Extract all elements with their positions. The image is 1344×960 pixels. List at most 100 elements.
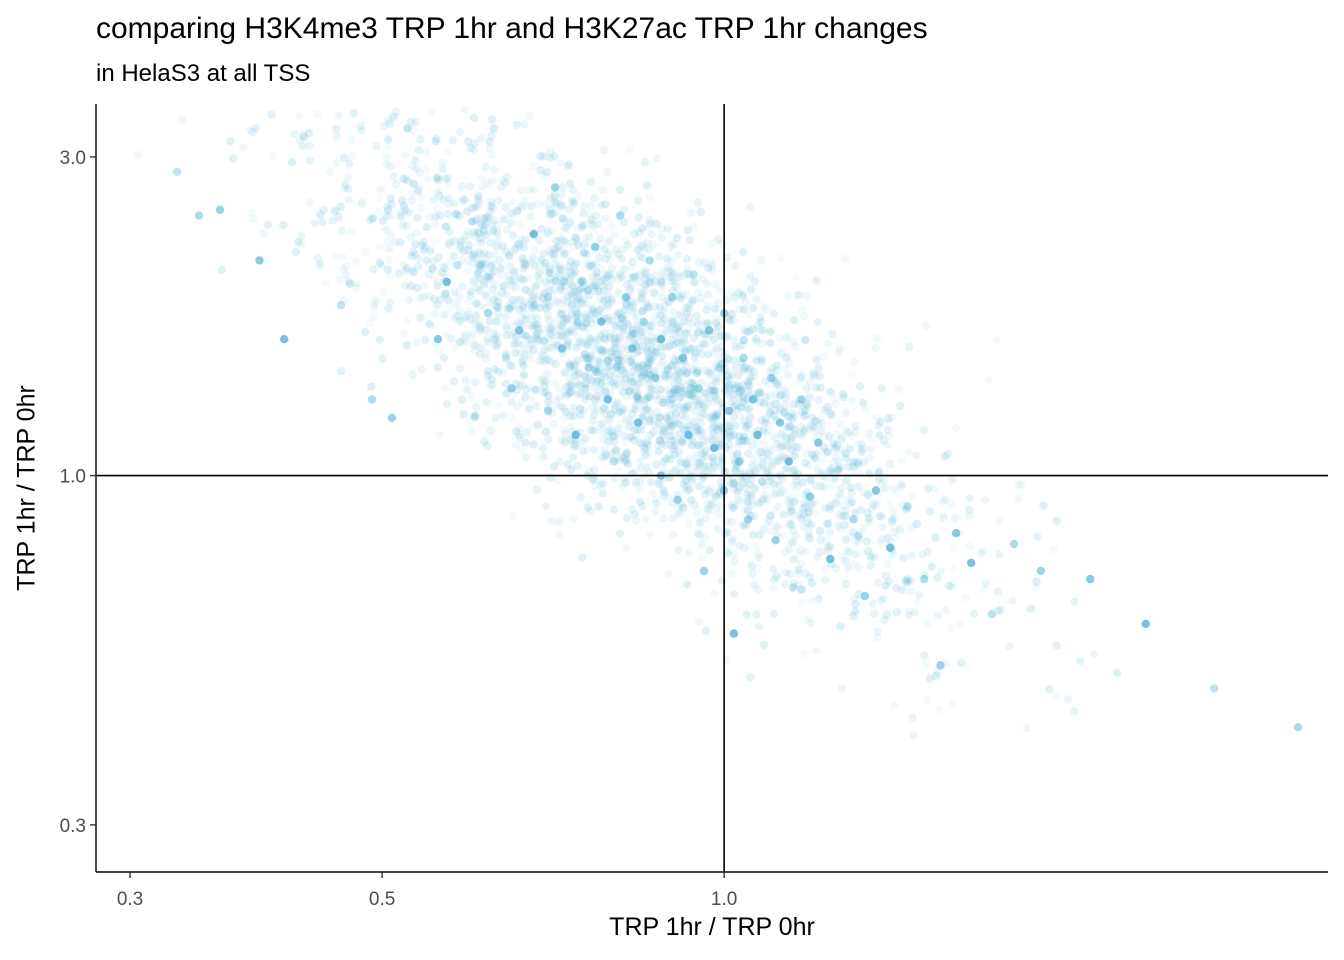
cloud-point	[682, 402, 691, 412]
cloud-point	[844, 547, 853, 556]
cloud-point	[685, 439, 695, 448]
cloud-point	[780, 408, 789, 417]
cloud-point	[593, 356, 603, 365]
cloud-point	[430, 295, 439, 304]
cloud-point	[401, 151, 410, 160]
cloud-point	[741, 297, 751, 306]
cloud-point	[479, 227, 488, 236]
cloud-point	[776, 254, 785, 263]
cloud-point	[438, 158, 447, 167]
cloud-point	[607, 295, 617, 304]
cloud-point	[570, 364, 579, 373]
scatter-point	[442, 277, 451, 287]
cloud-point	[1063, 695, 1073, 704]
cloud-point	[684, 390, 693, 399]
cloud-point	[768, 373, 777, 383]
scatter-point	[543, 292, 553, 302]
cloud-point	[591, 211, 601, 220]
cloud-point	[365, 215, 375, 224]
cloud-point	[571, 232, 580, 242]
cloud-point	[522, 297, 531, 306]
cloud-point	[413, 187, 422, 196]
cloud-point	[578, 223, 587, 232]
cloud-point	[759, 426, 768, 435]
cloud-point	[548, 209, 557, 218]
cloud-point	[592, 273, 602, 282]
cloud-point	[524, 345, 533, 354]
cloud-point	[623, 319, 632, 328]
cloud-point	[949, 565, 958, 574]
cloud-point	[403, 124, 413, 133]
cloud-point	[787, 538, 796, 547]
cloud-point	[642, 284, 651, 294]
cloud-point	[810, 454, 820, 463]
cloud-point	[600, 270, 609, 279]
cloud-point	[660, 424, 669, 433]
cloud-point	[536, 152, 545, 161]
cloud-point	[576, 412, 585, 421]
cloud-point	[665, 432, 675, 441]
cloud-point	[656, 311, 665, 320]
cloud-point	[727, 517, 736, 526]
cloud-point	[658, 358, 667, 367]
cloud-point	[579, 354, 589, 363]
cloud-point	[1022, 723, 1031, 733]
cloud-point	[915, 590, 924, 600]
cloud-point	[801, 424, 810, 433]
cloud-point	[533, 320, 542, 329]
cloud-point	[558, 183, 568, 192]
cloud-point	[348, 151, 357, 160]
cloud-point	[763, 496, 772, 505]
cloud-point	[726, 479, 735, 488]
cloud-point	[739, 248, 748, 257]
cloud-point	[776, 443, 785, 452]
cloud-point	[711, 491, 721, 501]
cloud-point	[533, 199, 543, 208]
cloud-point	[533, 271, 542, 281]
cloud-point	[734, 371, 743, 380]
cloud-point	[712, 410, 722, 419]
cloud-point	[862, 537, 872, 546]
cloud-point	[568, 195, 577, 204]
scatter-point	[1210, 684, 1219, 693]
cloud-point	[650, 289, 659, 298]
cloud-point	[629, 300, 638, 309]
cloud-point	[666, 340, 675, 350]
cloud-point	[747, 500, 757, 509]
cloud-point	[543, 370, 552, 379]
cloud-point	[704, 413, 713, 422]
cloud-point	[650, 277, 659, 286]
cloud-point	[492, 228, 502, 237]
cloud-point	[508, 231, 518, 240]
cloud-point	[572, 259, 581, 268]
cloud-point	[633, 396, 642, 405]
cloud-point	[580, 379, 589, 388]
cloud-point	[499, 281, 508, 291]
cloud-point	[765, 476, 774, 486]
cloud-point	[595, 252, 604, 262]
cloud-point	[694, 618, 704, 627]
cloud-point	[517, 275, 527, 285]
cloud-point	[569, 199, 579, 208]
cloud-point	[743, 506, 753, 515]
cloud-point	[940, 495, 950, 504]
cloud-point	[772, 439, 782, 448]
cloud-point	[507, 330, 517, 339]
cloud-point	[507, 281, 516, 291]
cloud-point	[796, 559, 806, 569]
cloud-point	[622, 449, 631, 459]
cloud-point	[598, 479, 608, 488]
cloud-point	[439, 292, 449, 301]
cloud-point	[633, 387, 643, 397]
cloud-point	[538, 375, 547, 384]
cloud-point	[579, 287, 588, 297]
cloud-point	[521, 285, 530, 294]
cloud-point	[761, 392, 771, 401]
scatter-point	[951, 529, 961, 538]
cloud-point	[689, 277, 699, 287]
cloud-point	[567, 387, 577, 396]
cloud-point	[642, 405, 651, 414]
cloud-point	[683, 329, 692, 339]
cloud-point	[883, 440, 892, 450]
cloud-point	[832, 494, 841, 504]
